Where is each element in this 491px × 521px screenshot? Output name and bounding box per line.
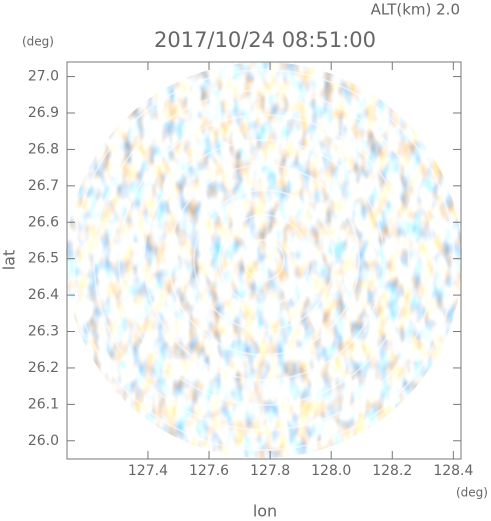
y-tick-label: 26.6 <box>28 214 59 230</box>
radar-field <box>66 62 462 458</box>
y-tick-label: 26.5 <box>28 251 59 267</box>
x-tick-label: 128.0 <box>311 463 351 479</box>
x-axis-label: lon <box>253 502 277 521</box>
y-axis-label: lat <box>0 250 19 271</box>
x-tick-label: 128.4 <box>433 463 473 479</box>
y-tick-label: 26.3 <box>28 324 59 340</box>
y-tick-label: 27.0 <box>28 69 59 85</box>
y-unit: (deg) <box>22 35 54 49</box>
x-tick-label: 127.8 <box>250 463 290 479</box>
y-tick-label: 26.9 <box>28 105 59 121</box>
x-tick-label: 128.2 <box>372 463 412 479</box>
x-tick-label: 127.6 <box>189 463 229 479</box>
y-tick-label: 26.1 <box>28 396 59 412</box>
subtitle: ALT(km) 2.0 <box>371 1 460 19</box>
x-unit: (deg) <box>456 486 488 500</box>
y-tick-label: 26.8 <box>28 141 59 157</box>
y-tick-label: 26.0 <box>28 433 59 449</box>
chart-title: 2017/10/24 08:51:00 <box>154 28 376 52</box>
x-tick-label: 127.4 <box>128 463 168 479</box>
plot-frame <box>66 61 462 460</box>
y-tick-label: 26.4 <box>28 287 59 303</box>
y-tick-label: 26.2 <box>28 360 59 376</box>
y-tick-label: 26.7 <box>28 178 59 194</box>
